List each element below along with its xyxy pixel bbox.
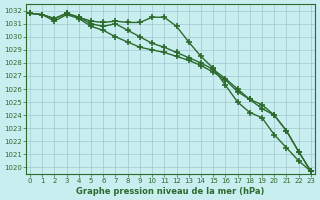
- X-axis label: Graphe pression niveau de la mer (hPa): Graphe pression niveau de la mer (hPa): [76, 187, 265, 196]
